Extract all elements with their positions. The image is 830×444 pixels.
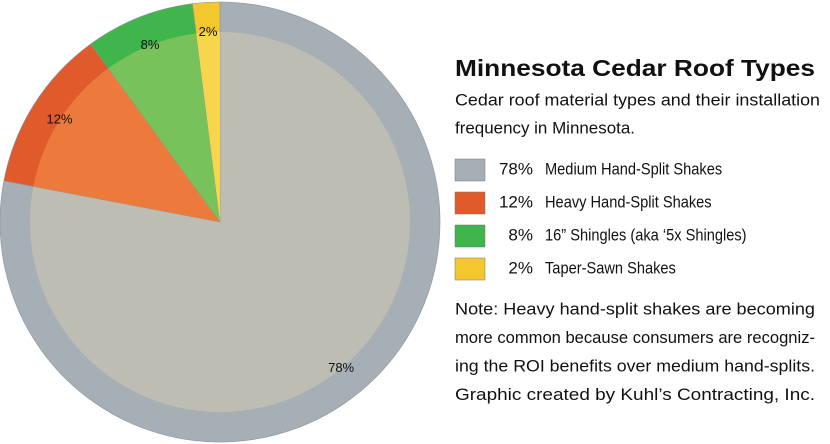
note-line: more common because consumers are recogn… bbox=[455, 328, 815, 347]
slice-label: 2% bbox=[199, 24, 218, 39]
slice-label: 78% bbox=[328, 360, 354, 375]
note-line: ing the ROI benefits over medium hand-sp… bbox=[455, 356, 815, 375]
legend-swatch bbox=[454, 158, 486, 182]
pie-slice-inner bbox=[196, 32, 220, 222]
slice-label: 8% bbox=[141, 37, 160, 52]
legend-label: 16” Shingles (aka ‘5x Shingles) bbox=[545, 225, 747, 244]
legend-percent: 12% bbox=[499, 192, 533, 211]
subtitle: frequency in Minnesota. bbox=[455, 118, 635, 137]
slice-label: 12% bbox=[47, 112, 73, 127]
chart-title: Minnesota Cedar Roof Types bbox=[455, 55, 815, 81]
legend-percent: 78% bbox=[499, 159, 533, 178]
legend-swatch bbox=[454, 191, 486, 215]
pie-slice-inner bbox=[108, 33, 220, 223]
note-line: Note: Heavy hand-split shakes are becomi… bbox=[455, 299, 815, 318]
legend-label: Medium Hand-Split Shakes bbox=[545, 159, 722, 178]
legend-label: Heavy Hand-Split Shakes bbox=[545, 192, 712, 211]
legend-label: Taper-Sawn Shakes bbox=[545, 258, 676, 277]
pie-slice-inner bbox=[33, 68, 221, 222]
legend-percent: 2% bbox=[508, 258, 533, 277]
legend-percent: 8% bbox=[508, 225, 533, 244]
legend-swatch bbox=[454, 257, 486, 281]
subtitle: Cedar roof material types and their inst… bbox=[455, 90, 820, 109]
legend-swatch bbox=[454, 224, 486, 248]
note-line: Graphic created by Kuhl’s Contracting, I… bbox=[455, 385, 815, 404]
